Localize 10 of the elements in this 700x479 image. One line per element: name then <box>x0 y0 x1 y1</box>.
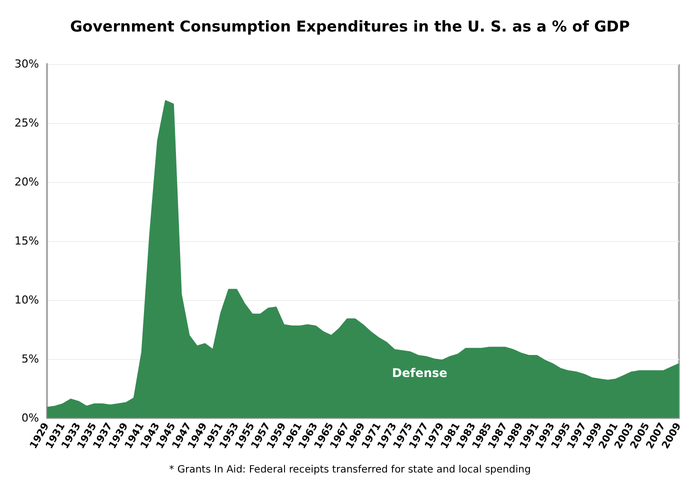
series-label: Defense <box>392 366 448 380</box>
y-tick-label: 5% <box>22 352 39 366</box>
y-tick-label: 30% <box>14 58 39 70</box>
y-tick-label: 0% <box>22 412 39 424</box>
y-tick-label: 25% <box>14 116 39 130</box>
y-tick-label: 15% <box>14 234 39 248</box>
chart-title: Government Consumption Expenditures in the U. S. as a % of GDP <box>70 18 630 36</box>
y-tick-label: 20% <box>14 176 39 188</box>
y-tick-label: 10% <box>14 294 39 306</box>
text: * Grants In Aid: Federal receipts transferred for state and local spending <box>169 464 531 476</box>
